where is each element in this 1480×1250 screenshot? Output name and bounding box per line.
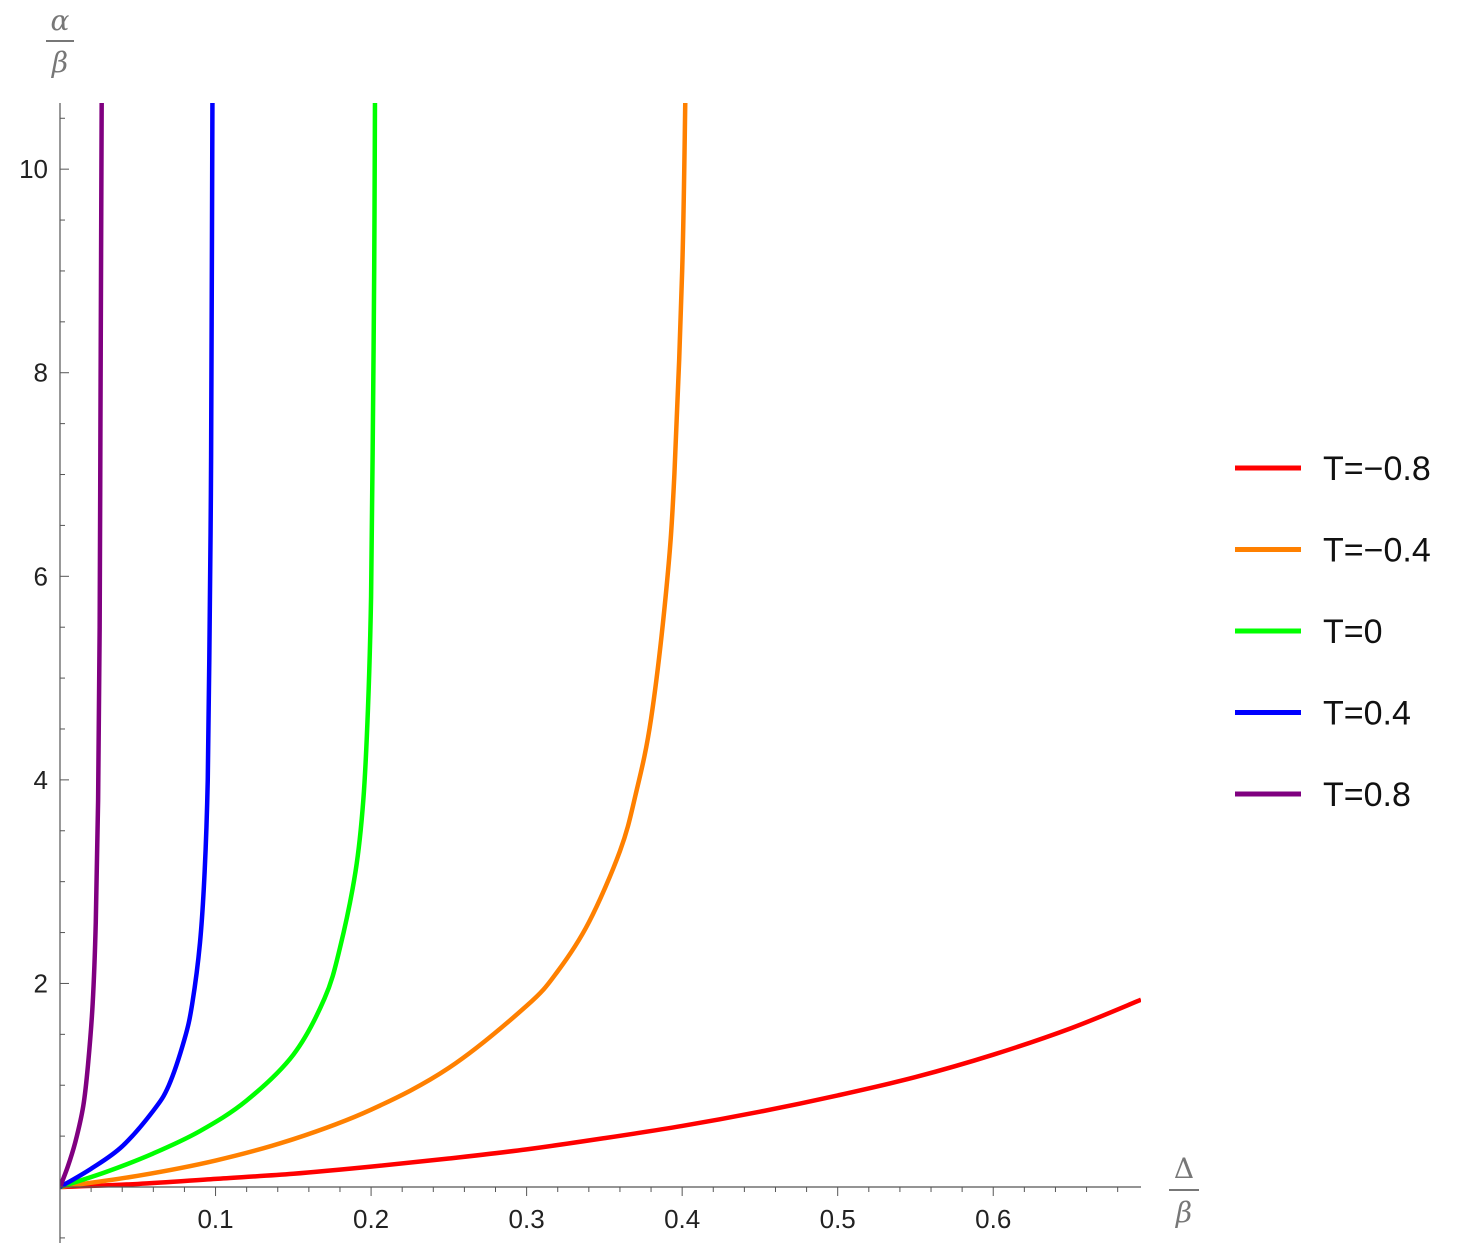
ticks-layer [60,117,1119,1239]
y-tick-label: 6 [34,561,48,591]
x-tick-label: 0.6 [975,1204,1011,1234]
axes-layer [59,103,1141,1243]
x-tick-label: 0.5 [820,1204,856,1234]
y-tick-label: 10 [19,154,48,184]
x-tick-label: 0.2 [353,1204,389,1234]
x-axis-label: Δ β [1169,1152,1199,1229]
series-line-4 [60,103,104,1188]
legend: T=−0.8 T=−0.4 T=0 T=0.4 T=0.8 [1235,450,1431,814]
tick-labels-layer: 0.1 0.2 0.3 0.4 0.5 0.6 2 4 6 8 10 [19,154,1011,1234]
x-axis-label-numerator: Δ [1174,1152,1194,1185]
y-tick-label: 2 [34,968,48,998]
curves-layer [60,103,1141,1190]
x-tick-label: 0.1 [197,1204,233,1234]
series-line-0 [60,997,1141,1190]
y-tick-label: 4 [34,765,48,795]
legend-label-2: T=0 [1323,613,1383,651]
legend-label-1: T=−0.4 [1323,532,1431,570]
legend-label-4: T=0.8 [1323,776,1411,814]
y-axis-label-numerator: α [51,4,70,37]
y-axis-label-denominator: β [51,46,68,79]
series-line-3 [60,103,215,1189]
series-line-1 [60,103,688,1190]
legend-label-3: T=0.4 [1323,695,1411,733]
y-axis-label: α β [46,4,74,79]
x-tick-label: 0.4 [664,1204,700,1234]
series-line-2 [60,103,378,1190]
y-tick-label: 8 [34,358,48,388]
x-axis-label-denominator: β [1175,1196,1192,1229]
x-tick-label: 0.3 [509,1204,545,1234]
legend-label-0: T=−0.8 [1323,450,1431,488]
